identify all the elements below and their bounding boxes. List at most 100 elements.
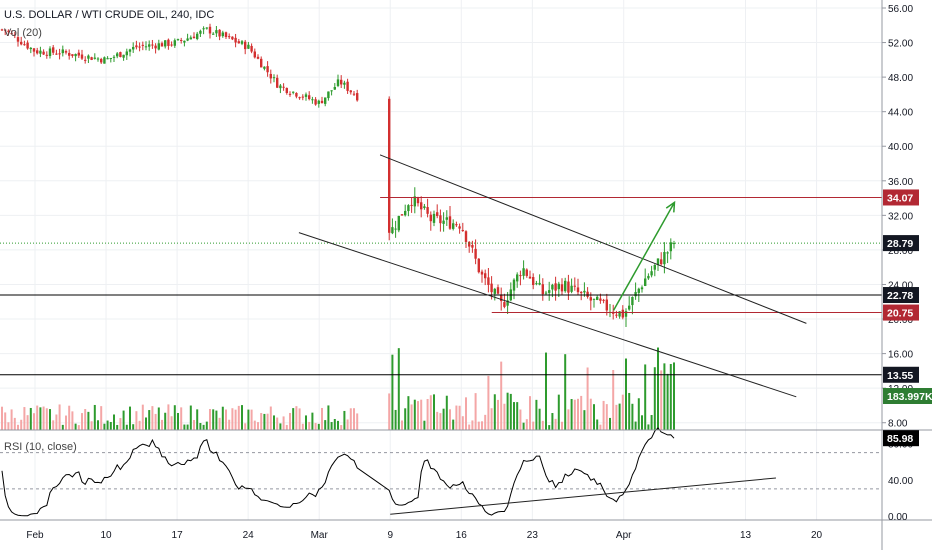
time-tick-label: 10 (100, 530, 112, 541)
volume-bar (308, 421, 311, 430)
candle-body (304, 94, 308, 97)
candle-body (605, 299, 608, 311)
candle-body (256, 56, 260, 59)
volume-bar (356, 413, 359, 430)
volume-bar (394, 409, 397, 430)
candle-body (77, 52, 80, 56)
candle-body (301, 96, 304, 98)
price-label-text: 28.79 (887, 238, 913, 250)
candle-body (128, 49, 132, 52)
candle-body (324, 97, 327, 104)
candle-body (228, 36, 231, 38)
volume-bar (247, 409, 250, 430)
candle-body (455, 224, 458, 226)
volume-bar (285, 424, 288, 430)
volume-bar (631, 403, 634, 430)
volume-bar (212, 409, 215, 430)
time-tick-label: Mar (311, 530, 329, 541)
volume-bar (237, 405, 240, 430)
candle-body (340, 79, 343, 85)
candle-body (247, 44, 250, 49)
volume-bar (529, 396, 531, 430)
candle-body (74, 53, 77, 57)
candle-body (218, 29, 221, 37)
volume-ma-label: Vol (20) (4, 27, 42, 39)
candle-body (23, 44, 26, 46)
volume-bar (49, 409, 51, 430)
candle-body (308, 95, 311, 100)
candle-body (506, 300, 509, 306)
volume-bar (119, 418, 122, 430)
candle-body (656, 258, 660, 265)
volume-bar (541, 420, 544, 430)
price-label-text: 22.78 (887, 290, 913, 302)
candle-body (346, 81, 349, 91)
volume-bar (657, 347, 659, 430)
candle-body (442, 220, 445, 224)
candle-body (292, 91, 295, 93)
time-tick-label: 17 (172, 530, 184, 541)
volume-bar (426, 398, 429, 430)
volume-bar (557, 394, 560, 430)
price-label-box (883, 366, 919, 383)
volume-bar (295, 406, 298, 430)
candle-body (71, 54, 74, 56)
volume-bar (202, 424, 205, 430)
volume-bar (77, 425, 80, 430)
volume-bar (349, 408, 352, 430)
volume-bar (311, 412, 314, 430)
candle-body (484, 273, 487, 279)
volume-bar (87, 411, 90, 430)
volume-bar (145, 417, 147, 430)
volume-bar (506, 392, 509, 430)
candle-body (586, 291, 589, 297)
candle-body (125, 51, 128, 56)
price-tick-label: 36.00 (888, 177, 913, 188)
volume-bar (324, 420, 327, 430)
volume-bar (436, 411, 439, 430)
volume-bar (525, 419, 528, 430)
volume-bar (407, 396, 410, 430)
volume-bar (282, 416, 285, 430)
volume-bar (189, 405, 192, 430)
volume-bar (250, 409, 253, 430)
candle-body (0, 29, 4, 31)
volume-bar (279, 423, 282, 430)
volume-bar (276, 417, 279, 430)
volume-bar (346, 419, 349, 430)
candle-body (400, 214, 404, 216)
candle-body (157, 43, 160, 50)
candle-body (26, 42, 29, 49)
volume-bar (586, 367, 589, 430)
candle-body (199, 30, 202, 34)
time-tick-label: 9 (387, 530, 393, 541)
candle-body (471, 244, 474, 248)
volume-bar (1, 406, 3, 430)
volume-bar (289, 412, 291, 430)
candle-body (391, 227, 394, 234)
volume-bar (151, 406, 154, 430)
volume-bar (109, 421, 112, 430)
candle-body (516, 274, 519, 282)
volume-bar (97, 420, 99, 430)
candle-body (410, 204, 413, 206)
candle-body (266, 66, 269, 73)
volume-bar (490, 408, 493, 430)
candle-body (212, 33, 215, 35)
volume-bar (58, 404, 61, 430)
candle-body (186, 38, 189, 41)
candle-body (45, 54, 48, 56)
candle-body (176, 39, 180, 41)
volume-bar (551, 413, 554, 430)
volume-bar (420, 399, 423, 430)
candle-body (407, 205, 410, 212)
volume-bar (61, 424, 64, 430)
volume-bar (570, 399, 573, 430)
volume-bar (301, 423, 304, 430)
volume-bar (68, 405, 71, 430)
volume-bar (503, 403, 506, 430)
volume-bar (391, 354, 394, 430)
volume-bar (52, 420, 55, 430)
